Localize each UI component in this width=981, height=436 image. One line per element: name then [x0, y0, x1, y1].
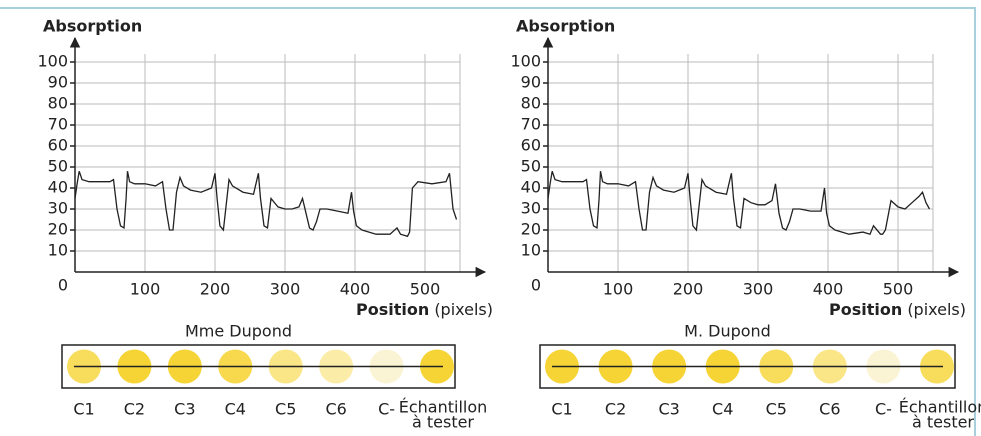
- y-tick-label: 100: [510, 52, 541, 71]
- y-tick-label: 10: [48, 241, 68, 260]
- y-tick-label: 100: [37, 52, 68, 71]
- data-line: [74, 170, 458, 238]
- y-tick-label: 90: [48, 73, 68, 92]
- lane-label: C5: [766, 400, 787, 419]
- lane-label: C2: [124, 400, 145, 419]
- x-tick-label: 400: [340, 280, 371, 299]
- y-tick-label: 10: [521, 241, 541, 260]
- y-tick-label: 60: [521, 136, 541, 155]
- x-tick-label: 0: [531, 276, 541, 295]
- lane-label: C1: [551, 400, 572, 419]
- y-tick-label: 20: [48, 220, 68, 239]
- y-axis-label: Absorption: [43, 17, 142, 36]
- lane-label: C3: [658, 400, 679, 419]
- y-tick-label: 70: [521, 115, 541, 134]
- sample-label: Échantillon: [899, 398, 981, 417]
- strip-label: Mme Dupond: [185, 322, 292, 341]
- x-tick-label: 500: [883, 280, 914, 299]
- x-tick-label: 300: [270, 280, 301, 299]
- x-axis-label: Position (pixels): [356, 300, 493, 319]
- lane-label: C1: [73, 400, 94, 419]
- frame: [0, 7, 976, 436]
- sample-label: à tester: [412, 413, 474, 432]
- x-tick-label: 500: [410, 280, 441, 299]
- y-tick-label: 80: [521, 94, 541, 113]
- y-tick-label: 40: [48, 178, 68, 197]
- x-tick-label: 100: [130, 280, 161, 299]
- y-tick-label: 80: [48, 94, 68, 113]
- y-tick-label: 30: [48, 199, 68, 218]
- y-tick-label: 30: [521, 199, 541, 218]
- lane-label: C-: [378, 400, 395, 419]
- lane-label: C3: [174, 400, 195, 419]
- x-tick-label: 200: [673, 280, 704, 299]
- x-axis-title: Position: [356, 300, 429, 319]
- y-tick-label: 20: [521, 220, 541, 239]
- y-tick-label: 50: [48, 157, 68, 176]
- y-axis-label: Absorption: [516, 17, 615, 36]
- lane-label: C4: [225, 400, 246, 419]
- sample-label: Échantillon: [399, 398, 488, 417]
- x-axis-label: Position (pixels): [829, 300, 966, 319]
- x-axis-unit: (pixels): [907, 300, 966, 319]
- x-tick-label: 200: [200, 280, 231, 299]
- data-line: [547, 170, 931, 235]
- lane-label: C6: [325, 400, 346, 419]
- y-tick-label: 60: [48, 136, 68, 155]
- lane-label: C5: [275, 400, 296, 419]
- lane-label: C6: [819, 400, 840, 419]
- x-tick-label: 0: [58, 276, 68, 295]
- lane-label: C2: [605, 400, 626, 419]
- x-axis-unit: (pixels): [434, 300, 493, 319]
- y-tick-label: 50: [521, 157, 541, 176]
- lane-label: C-: [875, 400, 892, 419]
- sample-label: à tester: [912, 413, 974, 432]
- y-tick-label: 90: [521, 73, 541, 92]
- x-axis-title: Position: [829, 300, 902, 319]
- strip-label: M. Dupond: [684, 322, 771, 341]
- x-tick-label: 400: [813, 280, 844, 299]
- x-tick-label: 300: [743, 280, 774, 299]
- lane-label: C4: [712, 400, 733, 419]
- x-tick-label: 100: [603, 280, 634, 299]
- y-tick-label: 70: [48, 115, 68, 134]
- y-tick-label: 40: [521, 178, 541, 197]
